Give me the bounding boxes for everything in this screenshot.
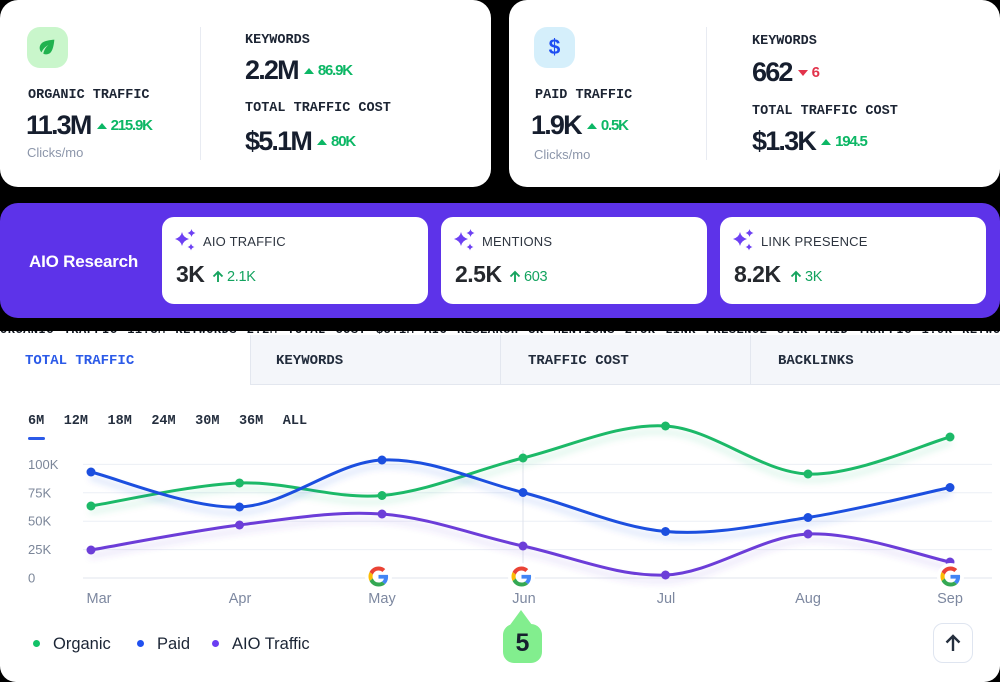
svg-text:Aug: Aug [795,591,821,607]
svg-text:25K: 25K [28,542,51,557]
svg-text:Jul: Jul [657,591,676,607]
svg-text:0: 0 [28,571,35,586]
svg-text:100K: 100K [28,457,59,472]
svg-text:Mar: Mar [87,591,112,607]
svg-text:Jun: Jun [512,591,535,607]
svg-text:50K: 50K [28,514,51,529]
svg-text:Sep: Sep [937,591,963,607]
svg-text:75K: 75K [28,485,51,500]
svg-text:May: May [368,591,396,607]
svg-text:Apr: Apr [229,591,252,607]
